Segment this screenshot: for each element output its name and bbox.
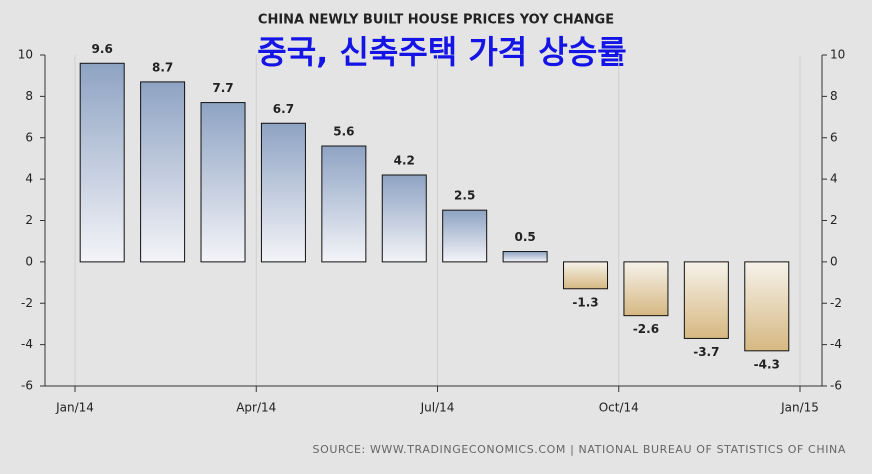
- bar: [744, 261, 790, 352]
- data-label: -3.7: [693, 345, 719, 359]
- bar: [79, 62, 125, 263]
- y2-tick-label: 6: [830, 130, 838, 144]
- data-label: -2.6: [633, 322, 659, 336]
- data-label: 7.7: [212, 81, 233, 95]
- y2-tick-label: 0: [830, 254, 838, 268]
- bar: [683, 261, 729, 339]
- x-tick-label: Jul/14: [420, 401, 455, 415]
- y2-tick-label: 4: [830, 172, 838, 186]
- y-tick-label: 0: [25, 254, 33, 268]
- x-tick-label: Oct/14: [599, 401, 639, 415]
- bar: [260, 122, 306, 263]
- y2-tick-label: 10: [830, 48, 845, 62]
- bar: [502, 251, 548, 263]
- y-tick-label: 6: [25, 130, 33, 144]
- data-label: 6.7: [273, 102, 294, 116]
- bar: [140, 81, 186, 263]
- y-tick-label: 2: [25, 213, 33, 227]
- data-label: 9.6: [92, 42, 113, 56]
- data-label: 8.7: [152, 60, 173, 74]
- data-label: 0.5: [514, 230, 535, 244]
- y2-tick-label: 2: [830, 213, 838, 227]
- y2-tick-label: 8: [830, 89, 838, 103]
- y-tick-label: -2: [21, 296, 33, 310]
- bar: [623, 261, 669, 317]
- y2-tick-label: -2: [830, 296, 842, 310]
- data-label: -4.3: [754, 357, 780, 371]
- chart-subtitle: 중국, 신축주택 가격 상승률: [257, 33, 626, 71]
- bar: [563, 261, 609, 290]
- bar: [200, 102, 246, 263]
- data-label: -1.3: [572, 295, 598, 309]
- bar: [381, 174, 427, 263]
- y-tick-label: -4: [21, 337, 33, 351]
- y-tick-label: -6: [21, 379, 33, 393]
- y2-tick-label: -4: [830, 337, 842, 351]
- data-label: 5.6: [333, 125, 354, 139]
- data-label: 2.5: [454, 189, 475, 203]
- y2-tick-label: -6: [830, 379, 842, 393]
- x-tick-label: Apr/14: [236, 401, 276, 415]
- x-tick-label: Jan/15: [780, 401, 819, 415]
- bar: [321, 145, 367, 263]
- chart-title: CHINA NEWLY BUILT HOUSE PRICES YOY CHANG…: [258, 13, 614, 28]
- source-note: SOURCE: WWW.TRADINGECONOMICS.COM | NATIO…: [313, 443, 846, 456]
- y-tick-label: 10: [18, 48, 33, 62]
- bar: [442, 209, 488, 263]
- y-tick-label: 4: [25, 172, 33, 186]
- y-tick-label: 8: [25, 89, 33, 103]
- data-label: 4.2: [394, 153, 415, 167]
- x-tick-label: Jan/14: [55, 401, 94, 415]
